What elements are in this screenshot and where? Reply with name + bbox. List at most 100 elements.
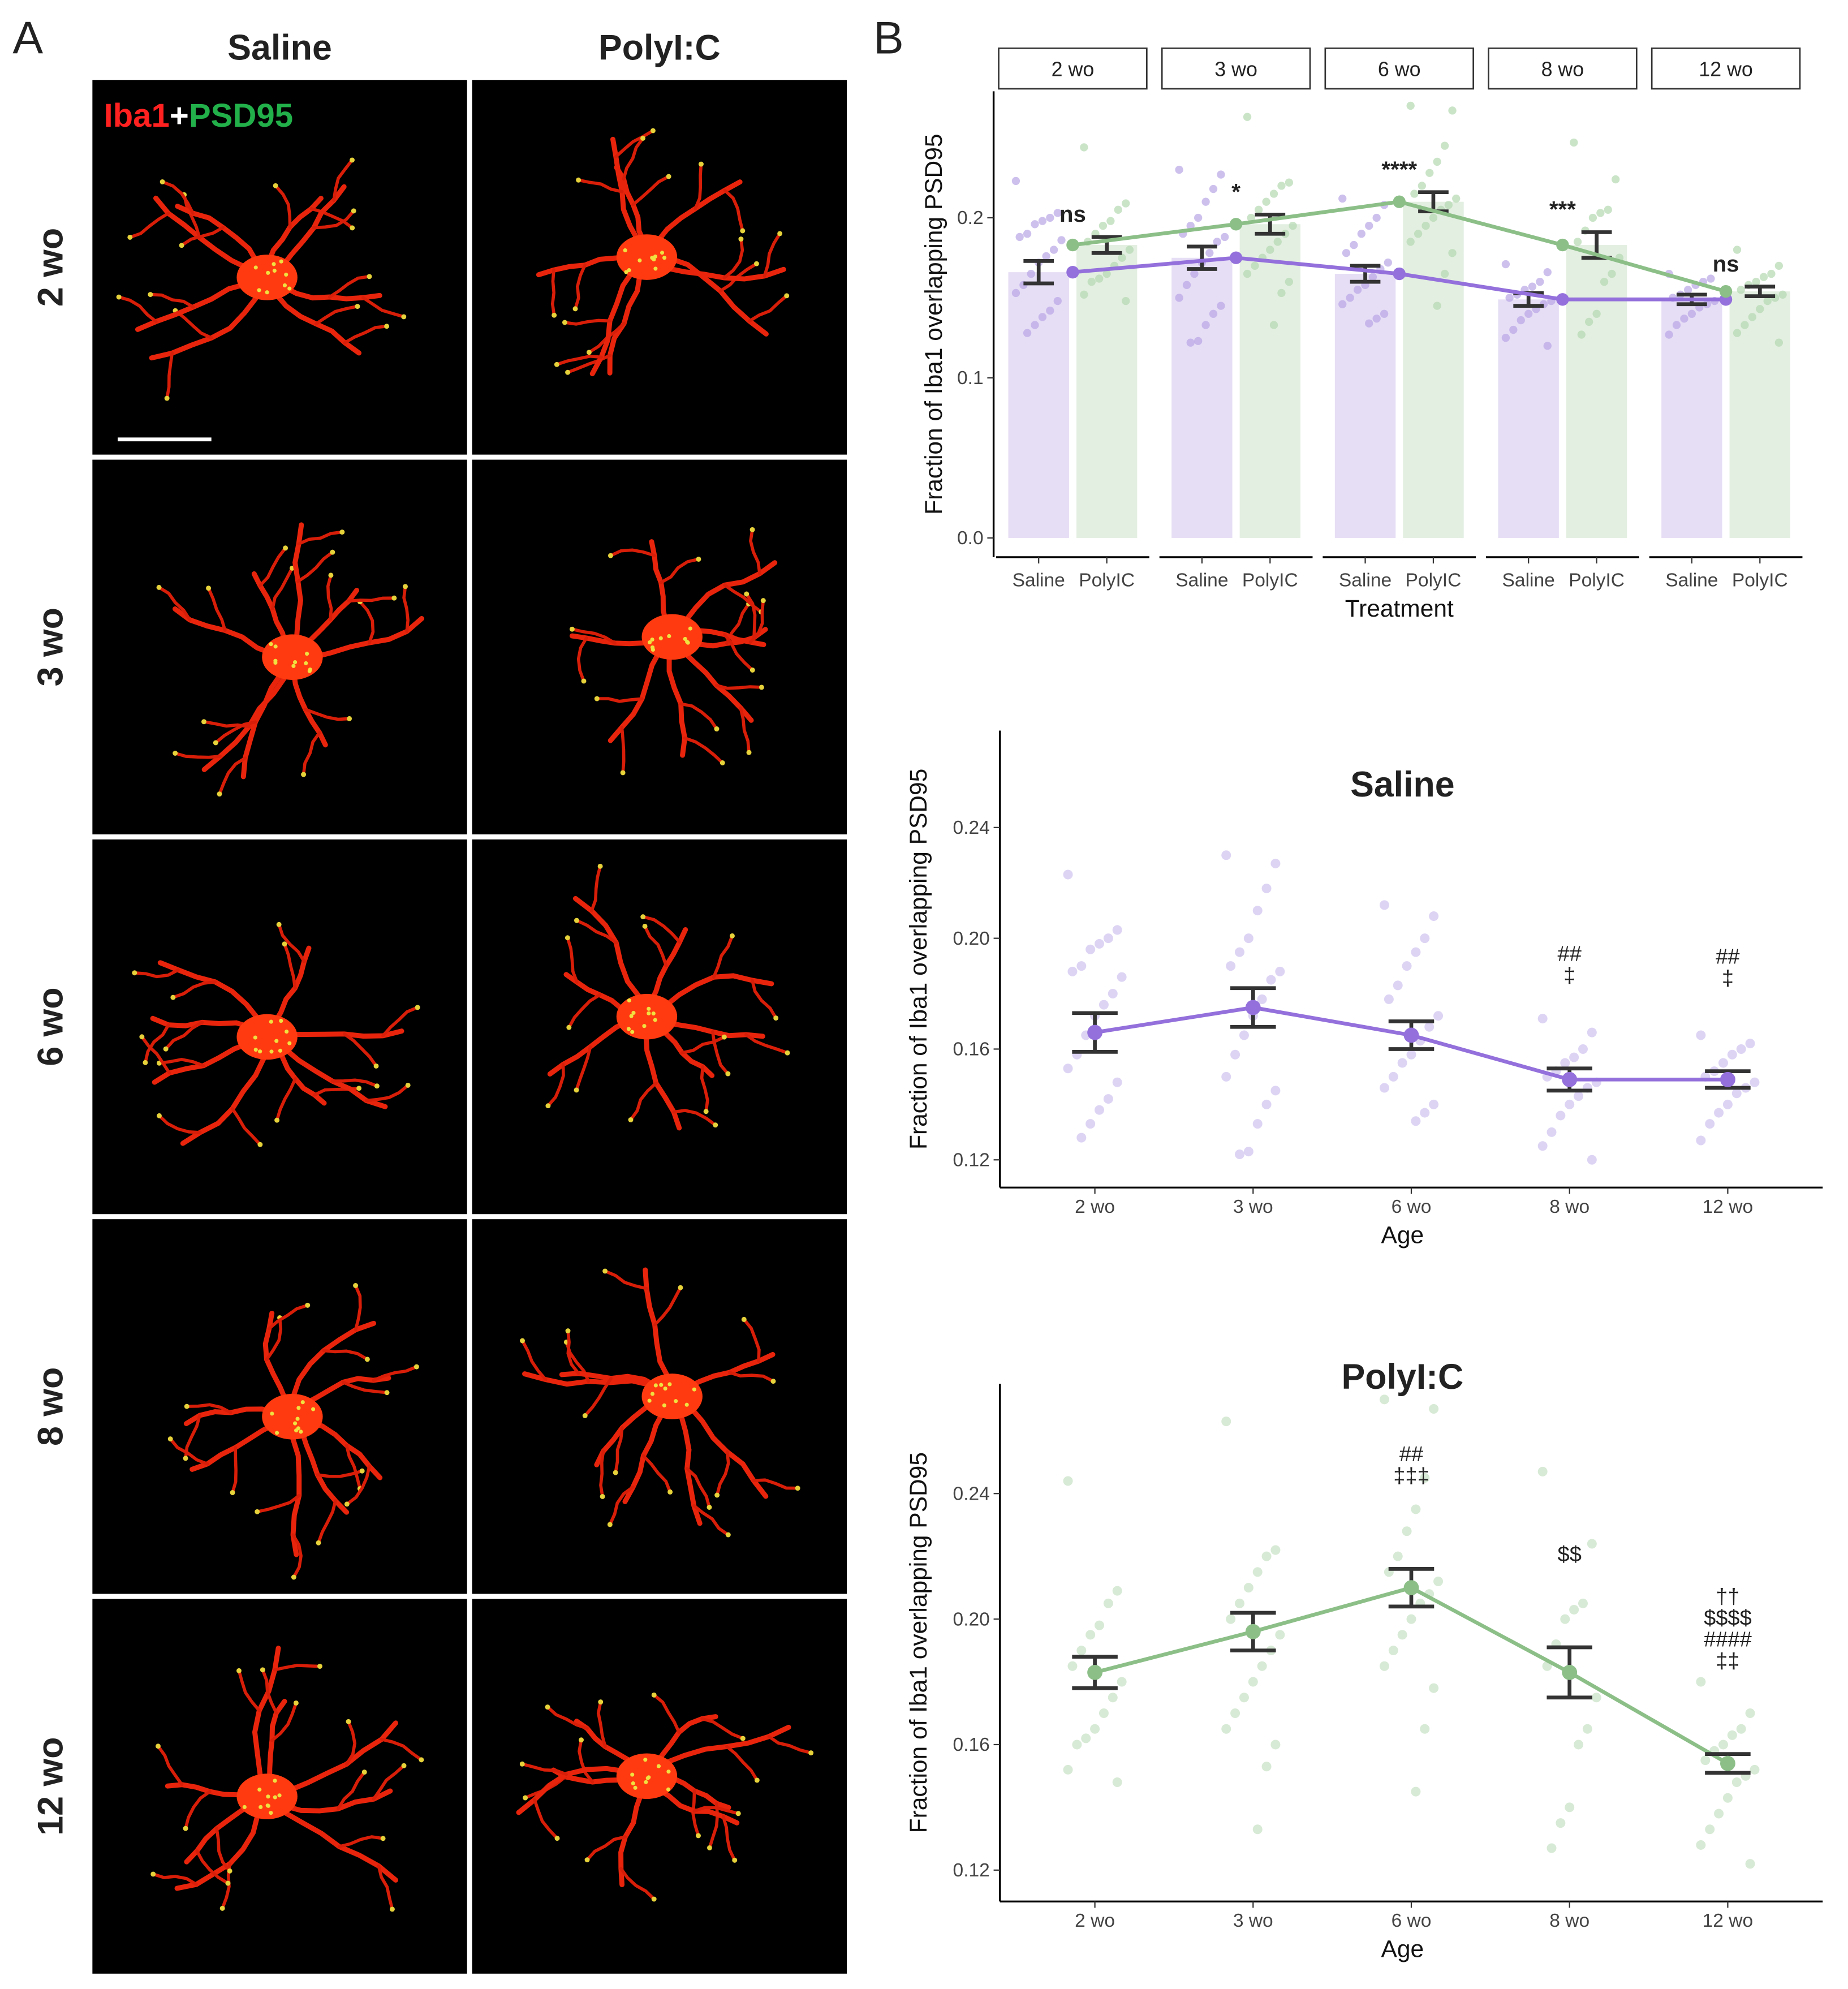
- data-point: [1257, 994, 1267, 1004]
- psd95-puncta: [730, 933, 735, 938]
- psd95-puncta: [291, 1574, 296, 1580]
- data-point: [1261, 1099, 1272, 1109]
- psd95-puncta: [773, 1015, 779, 1021]
- cell-branch: [381, 1006, 420, 1037]
- cell-branch: [312, 209, 356, 230]
- psd95-puncta: [576, 177, 581, 183]
- data-point: [1266, 246, 1274, 254]
- data-point: [1440, 269, 1449, 278]
- data-point: [1220, 233, 1229, 242]
- psd95-puncta: [127, 234, 133, 240]
- data-point: [1696, 1840, 1706, 1850]
- psd95-puncta: [272, 268, 277, 273]
- x-tick-label: Saline: [1339, 570, 1392, 591]
- data-point: [1683, 286, 1692, 294]
- mean-point: [1719, 285, 1733, 298]
- data-point: [1027, 269, 1035, 278]
- data-point: [1393, 980, 1403, 991]
- data-point: [1731, 1088, 1742, 1099]
- data-point: [1501, 334, 1510, 342]
- row-label: 8 wo: [31, 1367, 71, 1446]
- data-point: [1604, 205, 1612, 214]
- psd95-puncta: [623, 248, 627, 253]
- mean-point: [1066, 238, 1079, 252]
- mean-point: [1066, 265, 1079, 279]
- data-point: [1411, 1116, 1421, 1126]
- psd95-puncta: [351, 208, 356, 214]
- cell-branch: [679, 702, 718, 731]
- cell-branch: [214, 720, 257, 744]
- cell-branch: [727, 1371, 775, 1383]
- psd95-puncta: [640, 135, 645, 141]
- psd95-puncta: [647, 1011, 651, 1015]
- psd95-puncta: [163, 1046, 169, 1052]
- data-point: [1053, 209, 1062, 217]
- data-point: [1774, 261, 1784, 270]
- data-point: [1380, 309, 1389, 318]
- psd95-puncta: [227, 1868, 232, 1874]
- data-point: [1733, 329, 1742, 337]
- cell-branch: [767, 1734, 813, 1755]
- row-label: 12 wo: [31, 1737, 71, 1836]
- data-point: [1384, 259, 1392, 267]
- data-point: [1414, 230, 1423, 238]
- data-point: [1252, 906, 1263, 916]
- cell-branch: [290, 1414, 302, 1557]
- data-point: [1767, 269, 1776, 278]
- data-point: [1696, 1135, 1706, 1146]
- microglia-cell: [132, 922, 420, 1147]
- psd95-puncta: [242, 1805, 247, 1809]
- psd95-puncta: [316, 1540, 321, 1545]
- cell-branch: [619, 1867, 656, 1901]
- data-point: [1587, 1155, 1597, 1165]
- psd95-puncta: [299, 1430, 303, 1434]
- psd95-puncta: [808, 1750, 814, 1756]
- psd95-puncta: [741, 1316, 747, 1322]
- data-point: [1252, 1567, 1263, 1577]
- psd95-puncta: [653, 1383, 658, 1388]
- cell-branch: [590, 864, 602, 912]
- data-point: [1235, 947, 1245, 957]
- data-point: [1420, 1473, 1430, 1483]
- cell-branch: [337, 1835, 385, 1848]
- data-point: [1543, 342, 1552, 350]
- data-point: [1402, 961, 1412, 971]
- data-point: [1209, 184, 1218, 193]
- cell-branch: [725, 1745, 759, 1782]
- data-point: [1251, 261, 1259, 270]
- psd95-puncta: [647, 1006, 651, 1011]
- data-point: [1547, 1843, 1557, 1853]
- cell-branch: [332, 158, 354, 203]
- panel-label: A: [12, 12, 43, 63]
- psd95-puncta: [658, 636, 663, 640]
- cell-branch: [708, 1802, 720, 1850]
- cell-branch: [570, 627, 617, 645]
- stain-part: PSD95: [189, 97, 293, 134]
- psd95-puncta: [692, 1387, 696, 1392]
- cell-branch: [330, 1078, 379, 1088]
- psd95-puncta: [631, 1781, 635, 1786]
- data-point: [1090, 1724, 1100, 1734]
- psd95-puncta: [613, 1470, 618, 1475]
- psd95-puncta: [236, 1668, 242, 1673]
- data-point: [1774, 338, 1784, 347]
- data-point: [1537, 1141, 1548, 1151]
- cell-branch: [144, 1023, 170, 1065]
- x-tick-label: Saline: [1013, 570, 1065, 591]
- data-point: [1261, 1551, 1272, 1561]
- psd95-puncta: [662, 256, 667, 260]
- psd95-puncta: [720, 760, 725, 765]
- cell-soma: [616, 234, 678, 280]
- psd95-puncta: [653, 266, 658, 271]
- y-tick-label: 0.20: [953, 1609, 990, 1630]
- cell-branch: [715, 1450, 730, 1497]
- data-point: [1574, 1740, 1584, 1750]
- cell-branch: [691, 1789, 700, 1837]
- psd95-puncta: [183, 1456, 188, 1461]
- psd95-puncta: [749, 527, 755, 532]
- data-point: [1592, 309, 1601, 318]
- data-point: [1261, 884, 1272, 894]
- data-point: [1560, 1058, 1570, 1068]
- data-point: [1588, 213, 1597, 222]
- data-point: [1736, 1044, 1746, 1054]
